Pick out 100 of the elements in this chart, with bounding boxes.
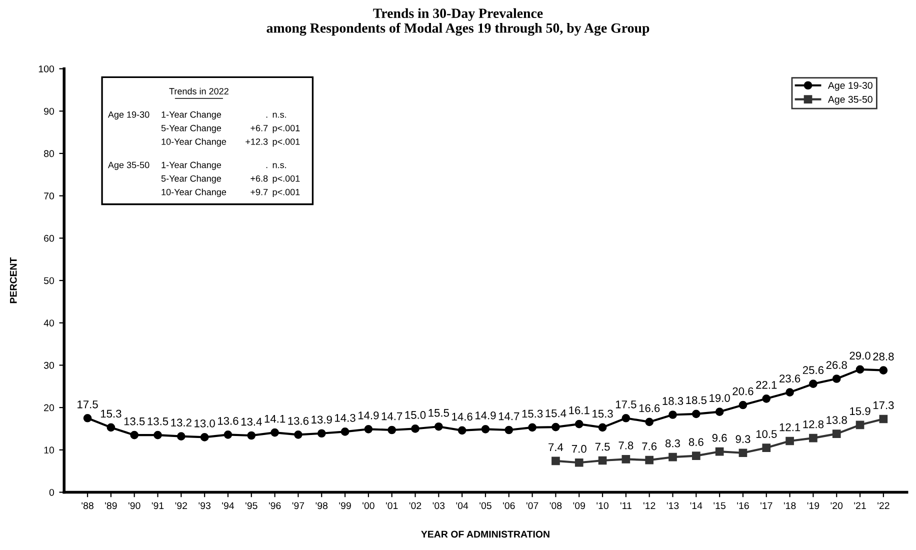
point [598,456,607,465]
point [552,422,560,432]
point [762,444,771,452]
data-label: 15.5 [428,409,450,417]
data-label: 9.3 [736,435,750,444]
point [270,428,279,437]
x-tick-label: '21 [854,502,866,510]
data-label: 28.8 [873,352,894,360]
x-tick-label: '20 [830,502,843,510]
x-tick-label: '96 [268,502,281,510]
point [715,408,724,416]
data-label: 29.0 [850,352,870,360]
point [294,430,302,439]
data-label: 15.4 [546,409,566,418]
data-label: 13.0 [194,420,215,428]
y-tick-label: 70 [44,192,54,200]
x-tick-label: '99 [339,502,351,510]
point [247,431,256,440]
data-label: 13.8 [826,416,847,424]
point [786,388,794,396]
point [83,414,92,422]
text: Age 19-30 1-Year Change . n.s. [108,111,286,120]
point [411,424,420,433]
point [574,420,584,428]
x-tick-label: '13 [666,502,679,510]
data-label: 7.4 [548,443,564,451]
point [574,458,584,467]
data-label: 23.6 [780,374,800,382]
point [176,432,186,441]
point [130,430,139,440]
y-tick-label: 100 [38,65,54,72]
data-label: 14.3 [335,414,356,422]
x-tick-label: '93 [198,502,210,510]
x-tick-label: '92 [175,502,188,510]
y-axis-title: PERCENT [10,257,17,304]
x-tick-label: '22 [878,502,890,510]
data-label: 17.3 [873,401,894,410]
data-label: 13.5 [148,417,168,426]
x-tick-label: '00 [362,502,374,510]
point [598,423,607,432]
y-tick-label: 0 [49,488,54,496]
x-tick-label: '89 [105,502,117,510]
data-label: 14.7 [382,412,402,420]
data-label: 22.1 [756,380,777,389]
text: 5-Year Change +6.7 p<.001 [161,124,300,134]
data-label: 15.0 [405,411,426,419]
x-tick-label: '90 [128,502,140,510]
text: 5-Year Change +6.8 p<.001 [161,175,300,184]
data-label: 9.6 [712,434,727,442]
data-label: 13.4 [241,418,262,426]
x-tick-label: '88 [82,502,94,510]
data-label: 13.2 [171,418,192,427]
x-tick-label: '14 [690,502,702,510]
x-tick-label: '97 [292,502,304,510]
legend-label: Age 35-50 [828,96,872,105]
data-label: 15.9 [850,407,870,416]
point [528,423,536,432]
data-label: 16.6 [639,404,660,412]
point [434,422,443,431]
point [340,428,350,436]
x-tick-label: '98 [316,502,328,510]
point [224,430,232,439]
point [856,365,864,374]
chart-title: Trends in 30-Day Prevalence among Respondents of Modal Ages 19 through 50, by Age Group [266,8,650,36]
data-label: 14.7 [498,412,520,420]
point [458,426,466,435]
data-label: 7.0 [572,444,586,453]
x-tick-label: '09 [573,502,585,510]
point [668,410,677,419]
point [481,424,490,434]
text: 10-Year Change +12.3 p<.001 [162,138,300,147]
data-label: 17.5 [616,400,636,408]
data-label: 14.9 [358,411,379,420]
point [154,430,162,440]
point [879,414,888,424]
data-label: 8.3 [666,439,680,448]
x-tick-label: '11 [620,502,632,510]
x-tick-label: '15 [714,502,726,510]
point [668,452,677,462]
x-tick-label: '18 [784,502,796,510]
point [809,434,818,442]
data-label: 7.6 [642,442,657,450]
point [809,380,818,388]
point [504,426,514,434]
data-label: 13.5 [124,417,145,426]
point [622,414,630,422]
x-tick-label: '94 [222,502,234,510]
data-label: 16.1 [569,406,590,414]
y-tick-label: 50 [44,277,54,284]
x-tick-label: '12 [644,502,656,510]
point [715,447,724,456]
data-label: 12.1 [780,423,800,432]
point [645,418,654,426]
data-label: 14.1 [264,414,286,423]
x-tick-label: '05 [480,502,492,510]
x-tick-label: '02 [409,502,422,510]
y-tick-label: 40 [44,320,54,326]
data-label: 18.3 [662,397,684,405]
y-tick-label: 20 [44,404,54,412]
point [364,424,373,434]
